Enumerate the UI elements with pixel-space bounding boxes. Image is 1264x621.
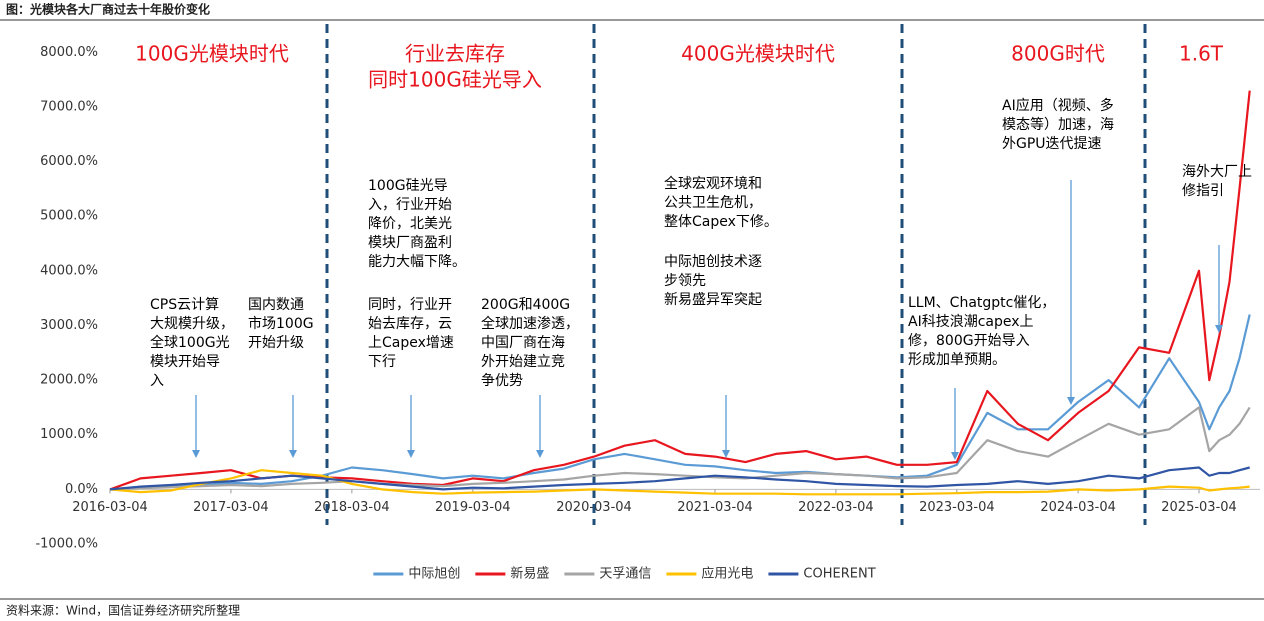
series-line (109, 406, 1251, 491)
annotation: 公共卫生危机， (664, 195, 762, 211)
x-tick-label: 2023-03-04 (919, 500, 995, 515)
y-tick-label: 1000.0% (40, 427, 98, 442)
era-label: 400G光模块时代 (681, 42, 835, 66)
x-tick-label: 2016-03-04 (72, 500, 148, 515)
x-tick-label: 2018-03-04 (314, 500, 390, 515)
annotation: CPS云计算 (150, 297, 219, 313)
annotation: 入，行业开始 (368, 197, 452, 213)
annotation: 步领先 (664, 273, 706, 289)
y-tick-label: 7000.0% (40, 99, 98, 114)
legend-label: 新易盛 (510, 566, 549, 582)
annotation: 国内数通 (248, 297, 304, 313)
annotation: 能力大幅下降。 (368, 254, 466, 270)
annotation: 市场100G (248, 315, 314, 332)
annotation: 争优势 (481, 373, 523, 389)
arrow-head (722, 450, 730, 458)
era-label: 1.6T (1179, 42, 1224, 66)
annotation: 模块开始导 (150, 354, 220, 370)
arrow-head (951, 452, 959, 460)
annotation: 中国厂商在海 (481, 335, 565, 351)
y-tick-label: 4000.0% (40, 263, 98, 278)
annotation: 200G和400G (481, 297, 570, 313)
annotation: 外开始建立竞 (481, 353, 565, 370)
annotation: 新易盛异军突起 (664, 292, 762, 308)
arrow-head (192, 450, 200, 458)
annotation: AI科技浪潮capex上 (908, 314, 1034, 330)
annotation: 模块厂商盈利 (368, 235, 452, 251)
legend-label: 天孚通信 (599, 567, 651, 582)
annotation: AI应用（视频、多 (1002, 97, 1114, 114)
annotation: 大规模升级， (150, 316, 234, 332)
annotation: 100G硅光导 (368, 178, 448, 194)
annotation: 海外大厂上 (1182, 164, 1252, 180)
arrow-head (1215, 325, 1223, 333)
y-tick-label: 8000.0% (40, 45, 98, 60)
annotation: 模态等）加速，海 (1002, 116, 1114, 133)
y-tick-label: 0.0% (65, 482, 98, 497)
annotation: 降价，北美光 (368, 216, 452, 232)
x-tick-label: 2022-03-04 (798, 500, 874, 515)
y-tick-label: 6000.0% (40, 154, 98, 169)
legend-label: 应用光电 (701, 566, 753, 582)
y-tick-label: -1000.0% (35, 537, 98, 552)
annotation: 入 (150, 373, 164, 389)
arrow-head (1067, 397, 1075, 405)
y-tick-label: 5000.0% (40, 209, 98, 224)
arrow-head (536, 450, 544, 458)
era-label: 800G时代 (1011, 42, 1105, 66)
annotation: 形成加单预期。 (908, 352, 1006, 368)
annotation: 修，800G开始导入 (908, 333, 1030, 349)
era-label: 100G光模块时代 (135, 42, 289, 66)
x-tick-label: 2025-03-04 (1161, 500, 1237, 515)
annotation: 开始升级 (248, 335, 304, 351)
x-tick-label: 2017-03-04 (193, 500, 269, 515)
annotation: 整体Capex下修。 (664, 214, 778, 230)
annotation: 全球宏观环境和 (664, 175, 762, 192)
source-note: 资料来源：Wind，国信证券经济研究所整理 (6, 603, 240, 618)
era-label: 同时100G硅光导入 (368, 68, 542, 92)
legend-label: COHERENT (803, 567, 875, 582)
annotation: 上Capex增速 (368, 335, 454, 351)
legend-label: 中际旭创 (408, 567, 460, 582)
annotation: 全球加速渗透， (481, 315, 579, 332)
annotation: 同时，行业开 (368, 297, 452, 313)
annotation: 外GPU迭代提速 (1002, 136, 1102, 152)
chart-title: 图：光模块各大厂商过去十年股价变化 (6, 2, 210, 17)
annotation: 修指引 (1182, 183, 1224, 199)
y-tick-label: 3000.0% (40, 318, 98, 333)
annotation: 中际旭创技术逐 (664, 254, 762, 270)
arrow-head (289, 450, 297, 458)
era-label: 行业去库存 (405, 42, 505, 66)
x-tick-label: 2024-03-04 (1040, 500, 1116, 515)
annotation: 下行 (368, 354, 396, 370)
series-line (109, 469, 1250, 496)
arrow-head (407, 450, 415, 458)
y-tick-label: 2000.0% (40, 373, 98, 388)
x-tick-label: 2021-03-04 (677, 500, 753, 515)
annotation: 始去库存，云 (368, 316, 452, 332)
annotation: LLM、Chatgptc催化， (908, 295, 1055, 311)
series-line (109, 466, 1250, 491)
annotation: 全球100G光 (150, 334, 230, 351)
x-tick-label: 2019-03-04 (435, 500, 511, 515)
